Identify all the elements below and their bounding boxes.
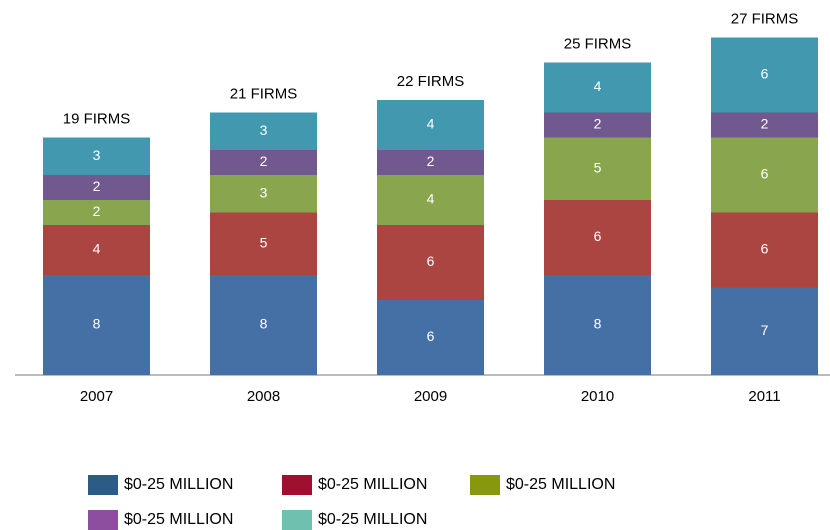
data-label: 8 [93,316,101,332]
data-label: 8 [260,316,268,332]
data-label: 3 [260,122,268,138]
total-label: 21 FIRMS [230,85,298,102]
bar-segment [544,137,651,200]
total-label: 19 FIRMS [63,110,131,127]
bar-segment [711,112,818,138]
legend-label: $0-25 MILLION [124,511,233,528]
total-label: 25 FIRMS [564,35,632,52]
data-label: 5 [260,234,268,250]
bar-segment [210,175,317,213]
bar-segment [711,212,818,288]
legend-label: $0-25 MILLION [318,476,427,493]
data-label: 3 [260,184,268,200]
bar-segment [377,150,484,175]
data-label: 3 [93,147,101,163]
bar-segment [544,62,651,113]
data-label: 6 [427,328,435,344]
data-label: 6 [427,253,435,269]
bar-segment [43,225,150,275]
bar-segment [377,175,484,225]
x-tick-label: 2008 [247,388,280,405]
bar-segment [210,212,317,275]
bar-segment [544,275,651,375]
data-label: 4 [594,78,602,94]
legend-label: $0-25 MILLION [318,511,427,528]
data-label: 4 [427,116,435,132]
data-label: 7 [761,322,769,338]
data-label: 2 [93,178,101,194]
data-label: 2 [260,153,268,169]
data-label: 2 [93,203,101,219]
bar-segment [711,37,818,113]
bar-segment [210,275,317,375]
bar-segment [210,150,317,175]
bar-segment [711,137,818,213]
data-label: 6 [594,228,602,244]
data-label: 6 [761,166,769,182]
legend-label: $0-25 MILLION [124,476,233,493]
total-label: 22 FIRMS [397,73,465,90]
x-tick-label: 2011 [748,388,780,405]
bar-segment [544,200,651,275]
legend-label: $0-25 MILLION [506,476,615,493]
total-label: 27 FIRMS [731,10,799,27]
legend-swatch [282,475,312,495]
bar-segment [377,225,484,300]
data-label: 8 [594,316,602,332]
legend-swatch [470,475,500,495]
bar-segment [43,200,150,225]
bar-segment [377,100,484,150]
bar-segment [210,112,317,150]
data-label: 2 [427,153,435,169]
bar-segment [43,137,150,175]
bar-segment [377,300,484,375]
x-tick-label: 2007 [80,388,113,405]
legend-swatch [282,510,312,530]
bar-segment [544,112,651,138]
x-tick-label: 2010 [581,388,614,405]
data-label: 4 [93,241,101,257]
data-label: 6 [761,66,769,82]
legend-swatch [88,475,118,495]
bar-segment [43,275,150,375]
data-label: 6 [761,241,769,257]
data-label: 2 [594,116,602,132]
legend-swatch [88,510,118,530]
bar-segment [711,287,818,375]
bar-segment [43,175,150,200]
data-label: 5 [594,159,602,175]
data-label: 2 [761,116,769,132]
data-label: 4 [427,191,435,207]
x-tick-label: 2009 [414,388,447,405]
